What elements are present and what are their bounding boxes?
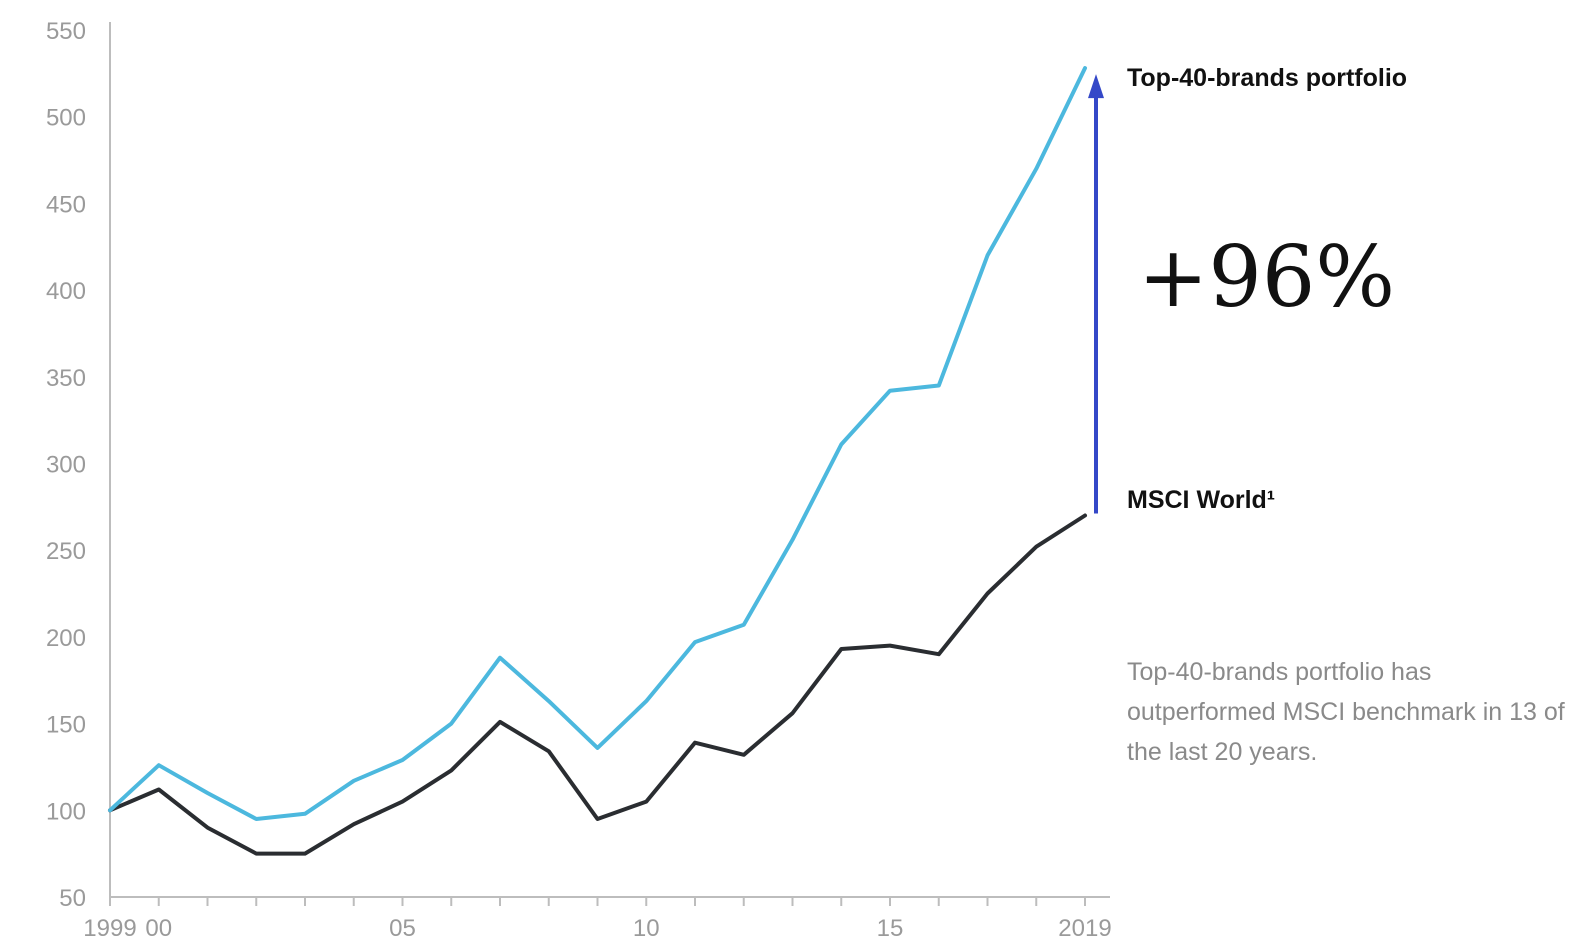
series-line-msci: [108, 513, 1087, 856]
y-tick-label: 100: [46, 798, 86, 825]
x-tick-label: 05: [389, 915, 416, 942]
y-tick-label: 400: [46, 278, 86, 305]
y-axis-ticks: 50 100 150 200 250 300 350 400 450 500 550: [46, 18, 86, 912]
x-axis-ticks: 1999 00 05 10 15 2019: [83, 897, 1112, 942]
x-tick-label: 15: [877, 915, 904, 942]
y-tick-label: 500: [46, 105, 86, 132]
x-tick-label: 1999: [83, 915, 136, 942]
y-tick-label: 150: [46, 712, 86, 739]
series-label-msci: MSCI World¹: [1127, 486, 1275, 514]
y-tick-label: 350: [46, 365, 86, 392]
difference-label: +96%: [1138, 228, 1395, 326]
y-tick-label: 200: [46, 625, 86, 652]
series-line-top40: [108, 66, 1087, 821]
x-tick-label: 10: [633, 915, 660, 942]
y-tick-label: 250: [46, 538, 86, 565]
y-tick-label: 300: [46, 452, 86, 479]
y-tick-label: 50: [59, 885, 86, 912]
chart-series: [108, 66, 1087, 856]
outperformance-note: Top-40-brands portfolio has outperformed…: [1127, 658, 1565, 766]
x-tick-label: 00: [145, 915, 172, 942]
x-tick-label: 2019: [1058, 915, 1111, 942]
y-tick-label: 450: [46, 191, 86, 218]
series-label-top40: Top-40-brands portfolio: [1127, 64, 1407, 92]
difference-arrow: [1088, 74, 1104, 514]
difference-arrow-head: [1088, 74, 1104, 99]
chart-axes: [109, 22, 1110, 898]
y-tick-label: 550: [46, 18, 86, 45]
